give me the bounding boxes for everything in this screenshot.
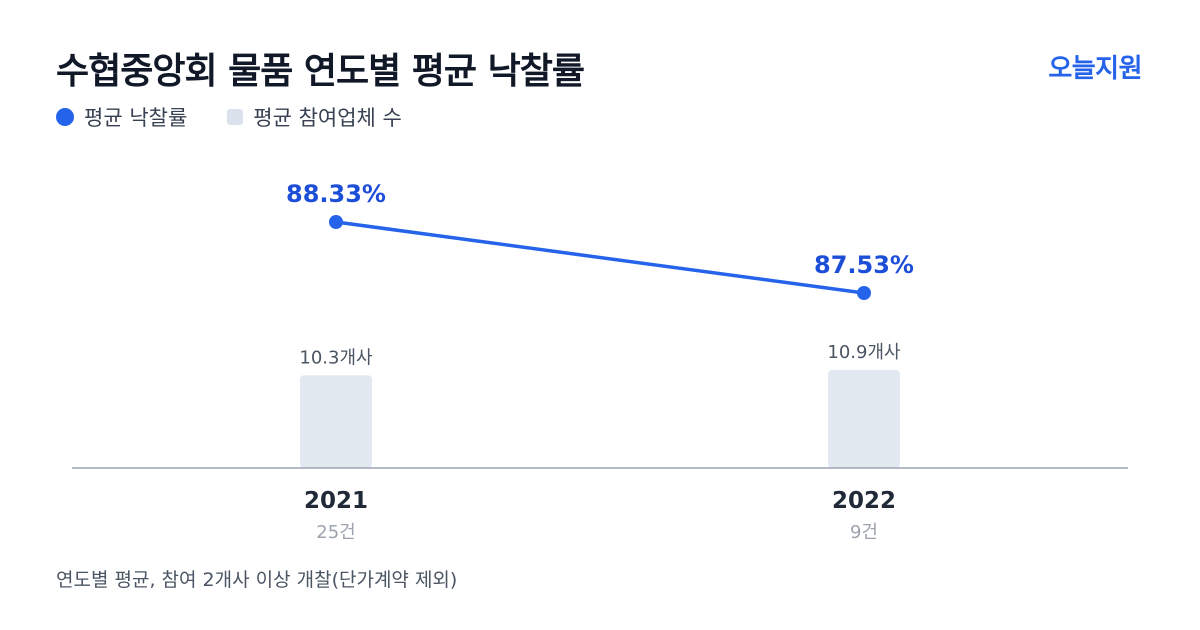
bar-participants-2021 bbox=[300, 375, 372, 468]
legend-square-icon bbox=[227, 109, 244, 125]
bar-data-label: 10.9개사 bbox=[827, 342, 901, 363]
x-tick-label: 2022 bbox=[832, 488, 896, 514]
legend: 평균 낙찰률 평균 참여업체 수 bbox=[56, 102, 402, 132]
rate-line bbox=[334, 220, 866, 295]
x-tick-sublabel: 25건 bbox=[316, 522, 355, 543]
legend-item-participants: 평균 참여업체 수 bbox=[227, 102, 402, 132]
legend-dot-icon bbox=[56, 108, 74, 126]
legend-label-rate: 평균 낙찰률 bbox=[84, 106, 188, 130]
bar-data-label: 10.3개사 bbox=[299, 347, 373, 368]
chart-title: 수협중앙회 물품 연도별 평균 낙찰률 bbox=[56, 51, 585, 92]
legend-item-rate: 평균 낙찰률 bbox=[56, 102, 187, 132]
rate-data-label: 88.33% bbox=[286, 180, 386, 208]
bar-participants-2022 bbox=[828, 369, 900, 468]
rate-point-2022 bbox=[857, 286, 871, 300]
rate-point-2021 bbox=[329, 215, 343, 229]
footnote: 연도별 평균, 참여 2개사 이상 개찰(단가계약 제외) bbox=[56, 569, 458, 591]
x-tick-sublabel: 9건 bbox=[850, 522, 878, 543]
x-tick-label: 2021 bbox=[304, 488, 368, 514]
legend-label-participants: 평균 참여업체 수 bbox=[253, 106, 402, 130]
brand-logo[interactable]: 오늘지원 bbox=[1048, 54, 1142, 84]
rate-data-label: 87.53% bbox=[814, 251, 914, 279]
